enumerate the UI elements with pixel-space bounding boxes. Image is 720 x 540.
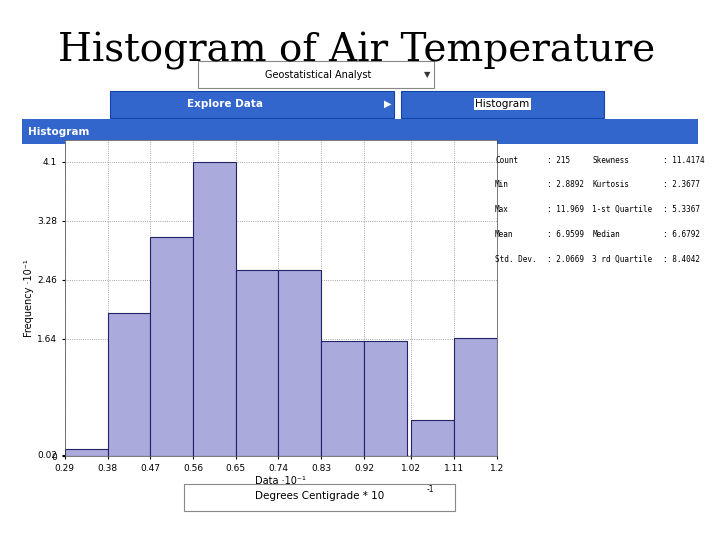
Text: Skewness: Skewness: [593, 156, 629, 165]
Text: : 2.8892: : 2.8892: [546, 180, 584, 190]
Y-axis label: Frequency ·10⁻¹: Frequency ·10⁻¹: [24, 260, 35, 337]
FancyBboxPatch shape: [400, 91, 603, 118]
Text: 3 rd Quartile: 3 rd Quartile: [593, 255, 652, 264]
Bar: [454, 338, 497, 456]
FancyBboxPatch shape: [22, 119, 698, 144]
Text: Std. Dev.: Std. Dev.: [495, 255, 536, 264]
X-axis label: Data ·10⁻¹: Data ·10⁻¹: [256, 476, 306, 485]
Bar: [364, 341, 407, 456]
Text: Explore Data: Explore Data: [186, 99, 263, 109]
Text: Kurtosis: Kurtosis: [593, 180, 629, 190]
FancyBboxPatch shape: [184, 483, 455, 511]
Text: Median: Median: [593, 230, 620, 239]
Text: : 6.9599: : 6.9599: [546, 230, 584, 239]
Text: : 2.3677: : 2.3677: [663, 180, 700, 190]
Text: : 5.3367: : 5.3367: [663, 205, 700, 214]
Text: : 6.6792: : 6.6792: [663, 230, 700, 239]
Text: Degrees Centigrade * 10: Degrees Centigrade * 10: [255, 491, 384, 501]
Bar: [411, 421, 454, 456]
Text: ▼: ▼: [424, 70, 431, 79]
Text: ▶: ▶: [384, 99, 391, 109]
Text: Min: Min: [495, 180, 509, 190]
Text: : 11.969: : 11.969: [546, 205, 584, 214]
Text: 1-st Quartile: 1-st Quartile: [593, 205, 652, 214]
Text: Max: Max: [495, 205, 509, 214]
Text: Mean: Mean: [495, 230, 513, 239]
Text: Histogram of Air Temperature: Histogram of Air Temperature: [58, 32, 655, 70]
Bar: [235, 269, 279, 456]
Text: : 2.0669: : 2.0669: [546, 255, 584, 264]
Bar: [150, 237, 193, 456]
Bar: [193, 162, 235, 456]
Text: : 11.4174: : 11.4174: [663, 156, 705, 165]
Text: Histogram: Histogram: [475, 99, 529, 109]
Bar: [65, 449, 107, 456]
Text: : 8.4042: : 8.4042: [663, 255, 700, 264]
FancyBboxPatch shape: [109, 91, 394, 118]
FancyBboxPatch shape: [197, 61, 434, 89]
Text: : 215: : 215: [546, 156, 570, 165]
Text: Geostatistical Analyst: Geostatistical Analyst: [265, 70, 372, 80]
Text: Count: Count: [495, 156, 518, 165]
Bar: [279, 269, 321, 456]
Text: -1: -1: [426, 485, 434, 494]
Bar: [107, 313, 150, 456]
Bar: [321, 341, 364, 456]
Text: Histogram: Histogram: [28, 127, 90, 137]
